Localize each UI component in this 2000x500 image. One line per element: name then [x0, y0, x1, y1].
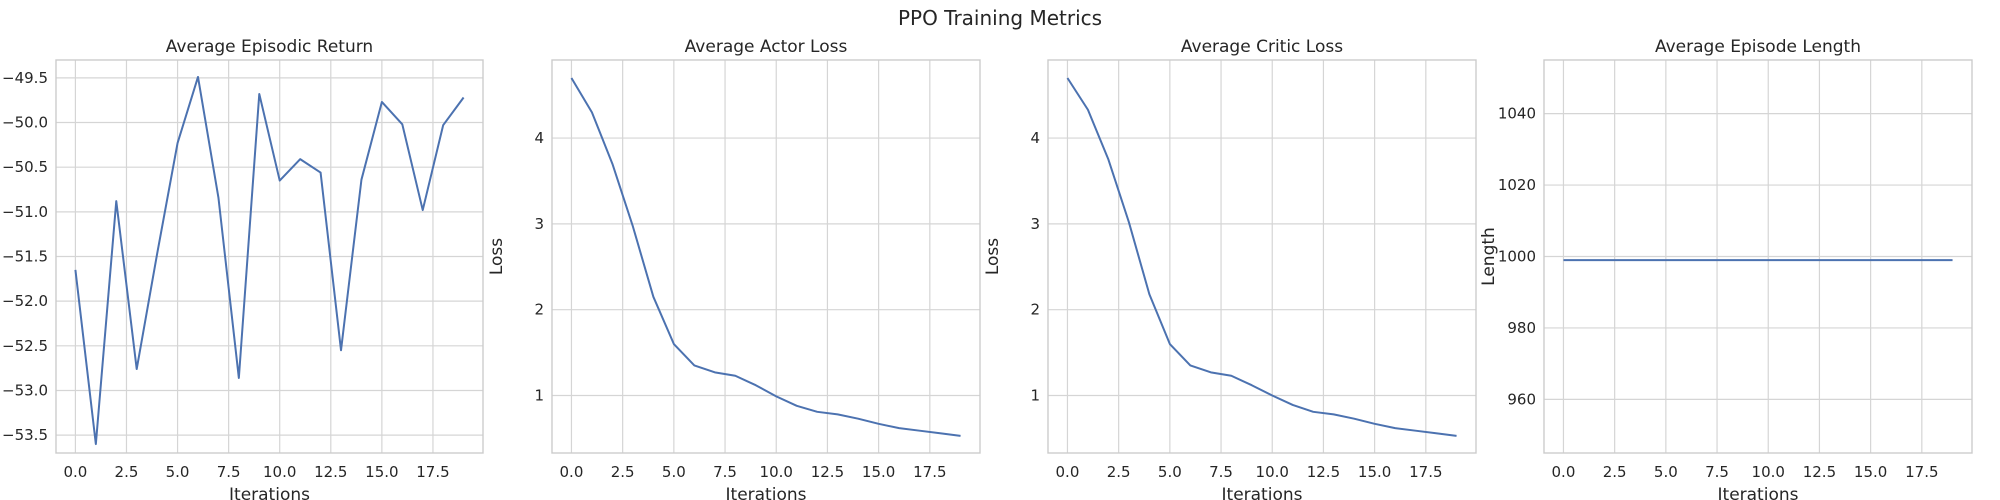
x-axis-label: Iterations: [726, 485, 807, 500]
y-axis-label: Loss: [983, 238, 1003, 275]
x-tick-label: 2.5: [115, 463, 139, 481]
x-tick-label: 10.0: [1752, 463, 1785, 481]
y-tick-label: −52.5: [2, 337, 48, 355]
x-tick-label: 12.5: [811, 463, 844, 481]
x-tick-label: 7.5: [217, 463, 241, 481]
y-axis-label: Length: [1479, 227, 1499, 286]
y-tick-label: −51.5: [2, 248, 48, 266]
y-tick-label: 2: [534, 301, 544, 319]
x-tick-label: 7.5: [1705, 463, 1729, 481]
x-tick-label: 5.0: [166, 463, 190, 481]
axes-frame: [1543, 59, 1973, 454]
y-tick-label: 1040: [1498, 105, 1536, 123]
x-tick-label: 12.5: [1803, 463, 1836, 481]
x-tick-label: 10.0: [760, 463, 793, 481]
chart-title: Average Episode Length: [1655, 37, 1861, 57]
x-tick-label: 5.0: [662, 463, 686, 481]
chart-title: Average Episodic Return: [166, 37, 373, 57]
x-tick-label: 0.0: [1552, 463, 1576, 481]
figure-title: PPO Training Metrics: [897, 6, 1103, 30]
x-tick-label: 17.5: [1905, 463, 1938, 481]
x-tick-label: 15.0: [365, 463, 398, 481]
chart-title: Average Actor Loss: [685, 37, 848, 57]
y-tick-label: 960: [1507, 390, 1536, 408]
x-axis-label: Iterations: [229, 485, 310, 500]
chart-panel: 0.0 2.5 5.0 7.5 10.0 12.5 15.0 17.5 −53.5 −53.0 −5…: [2, 37, 484, 500]
x-tick-label: 10.0: [1256, 463, 1289, 481]
x-tick-label: 15.0: [862, 463, 895, 481]
y-tick-label: 1020: [1498, 176, 1536, 194]
x-tick-label: 10.0: [263, 463, 296, 481]
y-tick-label: 2: [1030, 301, 1040, 319]
x-tick-label: 0.0: [560, 463, 584, 481]
x-tick-label: 15.0: [1854, 463, 1887, 481]
x-tick-label: 7.5: [1209, 463, 1233, 481]
axes-frame: [551, 59, 981, 454]
x-tick-label: 7.5: [713, 463, 737, 481]
y-tick-label: −49.5: [2, 69, 48, 87]
y-tick-label: 3: [1030, 215, 1040, 233]
axes-frame: [55, 59, 484, 454]
chart-panel: 0.0 2.5 5.0 7.5 10.0 12.5 15.0 17.5 960 980 1000 10…: [1479, 37, 1973, 500]
x-tick-label: 15.0: [1358, 463, 1391, 481]
x-tick-label: 5.0: [1654, 463, 1678, 481]
y-tick-label: −53.0: [2, 381, 48, 399]
y-tick-label: 4: [1030, 129, 1040, 147]
chart-panel: 0.0 2.5 5.0 7.5 10.0 12.5 15.0 17.5 1 2 3 4 Average …: [983, 37, 1477, 500]
y-tick-label: 980: [1507, 319, 1536, 337]
x-tick-label: 2.5: [1603, 463, 1627, 481]
y-tick-label: 3: [534, 215, 544, 233]
chart-title: Average Critic Loss: [1181, 37, 1343, 57]
y-tick-label: 1: [1030, 387, 1040, 405]
x-tick-label: 17.5: [913, 463, 946, 481]
y-tick-label: −50.5: [2, 158, 48, 176]
y-tick-label: −50.0: [2, 114, 48, 132]
x-tick-label: 0.0: [1056, 463, 1080, 481]
axes-frame: [1047, 59, 1477, 454]
y-tick-label: 1: [534, 387, 544, 405]
x-tick-label: 12.5: [1307, 463, 1340, 481]
y-tick-label: −52.0: [2, 292, 48, 310]
y-axis-label: Loss: [487, 238, 507, 275]
y-tick-label: 4: [534, 129, 544, 147]
series-line: [570, 77, 961, 437]
chart-panel: 0.0 2.5 5.0 7.5 10.0 12.5 15.0 17.5 1 2 3 4 Average …: [487, 37, 981, 500]
x-tick-label: 12.5: [314, 463, 347, 481]
series-line: [74, 75, 465, 446]
x-tick-label: 2.5: [1107, 463, 1131, 481]
x-tick-label: 17.5: [416, 463, 449, 481]
x-tick-label: 0.0: [63, 463, 87, 481]
x-axis-label: Iterations: [1718, 485, 1799, 500]
x-tick-label: 5.0: [1158, 463, 1182, 481]
y-tick-label: 1000: [1498, 248, 1536, 266]
y-tick-label: −53.5: [2, 426, 48, 444]
x-axis-label: Iterations: [1222, 485, 1303, 500]
series-line: [1066, 77, 1457, 437]
x-tick-label: 17.5: [1409, 463, 1442, 481]
y-tick-label: −51.0: [2, 203, 48, 221]
x-tick-label: 2.5: [611, 463, 635, 481]
